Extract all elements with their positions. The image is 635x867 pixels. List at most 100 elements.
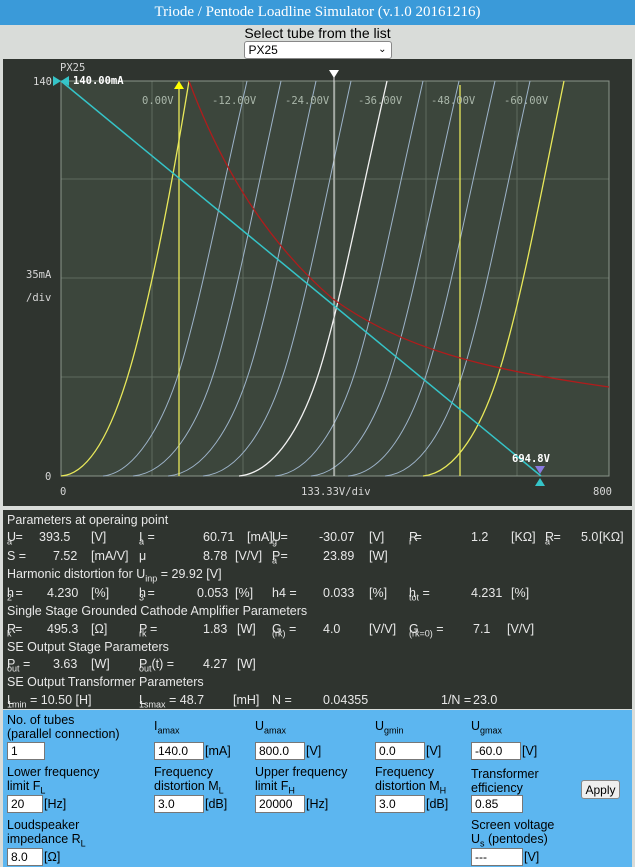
grid-voltage-label: -12.00V [212,95,257,107]
fl-sub: L [40,785,46,796]
ugmin-unit: [V] [426,744,442,758]
uamax-unit: [V] [306,744,322,758]
ug-label: U [272,530,282,544]
grid-voltage-label: -24.00V [285,95,330,107]
x-cursor-bottom-icon[interactable] [535,478,545,486]
tube-select-label: Select tube from the list [244,25,391,41]
mh-sub: H [439,785,447,796]
ugmax-input[interactable] [471,742,521,760]
uamax-input[interactable] [255,742,305,760]
ugmin-input[interactable] [375,742,425,760]
heading-harmonic-text: Harmonic distortion for U [7,567,146,581]
mh-input[interactable] [375,795,425,813]
iamax-input[interactable] [154,742,204,760]
fh-unit: [Hz] [306,797,329,811]
ri-unit: [KΩ] [511,530,536,544]
l1smax-sub: 1smax [139,699,166,710]
iamax-sub: amax [157,725,180,736]
ri-label: R [409,530,419,544]
apply-button[interactable]: Apply [581,780,620,799]
grid-lines [61,81,609,476]
h2-unit: [%] [91,586,110,600]
grid-voltage-label: -60.00V [504,95,549,107]
fl-label-line-2: limit F [7,779,41,793]
rl-unit: [Ω] [44,850,61,864]
fl-input[interactable] [7,795,43,813]
operating-point-handle-icon[interactable] [329,70,339,78]
screen-voltage-input[interactable] [471,848,523,866]
screen-voltage-sub: s [480,838,485,849]
settings-panel: No. of tubes (parallel connection) Iamax… [3,710,632,867]
uamax-label-text: U [255,719,265,733]
fh-input[interactable] [255,795,305,813]
screen-voltage-label-line-2: U [471,832,481,846]
y-zero-label: 0 [45,471,51,483]
tubes-count-input[interactable] [7,742,45,760]
mh-label-line-1: Frequency [375,765,435,779]
pa-value: 23.89 [323,549,355,563]
s-unit: [mA/V] [91,549,129,563]
app-title: Triode / Pentode Loadline Simulator (v.1… [0,0,635,25]
ua-label: U [7,530,17,544]
fl-unit: [Hz] [44,797,67,811]
curve-30v-operating [238,80,388,477]
ua-sub: a [7,536,13,547]
poutt-label: P [139,657,148,671]
ugmin-label-text: U [375,719,385,733]
rl-input[interactable] [7,848,43,866]
ra-value: 5.0 [581,530,599,544]
grid-voltage-label: -36.00V [358,95,403,107]
pout-sub: out [7,663,20,674]
h3-unit: [%] [235,586,254,600]
uamax-sub: amax [264,725,287,736]
h2-value: 4.230 [47,586,79,600]
x-max-label: 800 [593,486,612,498]
tube-select-value: PX25 [248,43,278,57]
ugmin-arrow-icon[interactable] [174,81,184,89]
rk-sub: k [7,628,12,639]
n-label: N = [272,693,292,707]
h4-label: h4 = [272,586,297,600]
l1smax-label: L [139,693,146,707]
grid-voltage-label: 0.00V [142,95,174,107]
ua-value: 393.5 [39,530,71,544]
grk-value: 4.0 [323,622,341,636]
pa-sub: a [272,555,278,566]
y-div-label: /div [26,292,51,304]
tube-select-area: Select tube from the list PX25 ⌄ [0,25,635,59]
tubes-label-line-2: (parallel connection) [7,727,120,741]
max-power-curve [188,80,610,388]
tube-select[interactable]: PX25 ⌄ [243,41,392,59]
y-cursor-left-icon[interactable] [53,76,61,86]
heading-operating-point: Parameters at operaing point [7,513,169,527]
y-max-label: 140 [33,76,52,88]
mu-label: μ [139,549,147,563]
grk-sub: (rk) [272,628,286,639]
fl-label-line-1: Lower frequency [7,765,100,779]
y-cursor-right-icon[interactable] [61,76,69,86]
h3-label: h [139,586,146,600]
ug-sub: g [272,536,278,547]
iamax-unit: [mA] [205,744,231,758]
curve-12v [132,80,282,477]
pa-label: P [272,549,281,563]
ug-value: -30.07 [319,530,355,544]
ml-sub: L [218,785,224,796]
efficiency-input[interactable] [471,795,523,813]
se-transformer-row: L 1min = 10.50 [H] L 1smax = 48.7 [mH] N =… [7,693,627,710]
rl-sub: L [80,838,86,849]
plot-svg: PX25 140 140.00mA 35mA /div 0 0 133.33V/… [26,62,612,498]
fh-sub: H [288,785,295,796]
chevron-down-icon: ⌄ [378,44,387,55]
ml-input[interactable] [154,795,204,813]
htot-unit: [%] [511,586,530,600]
s-label: S = [7,549,27,563]
plot-border [60,80,610,477]
loadline-plot[interactable]: PX25 140 140.00mA 35mA /div 0 0 133.33V/… [3,59,632,506]
x-cursor-top-icon[interactable] [535,466,545,474]
screen-voltage-label: Screen voltage Us (pentodes) [471,818,554,851]
h4-unit: [%] [369,586,388,600]
rl-label: Loudspeaker impedance RL [7,818,86,851]
